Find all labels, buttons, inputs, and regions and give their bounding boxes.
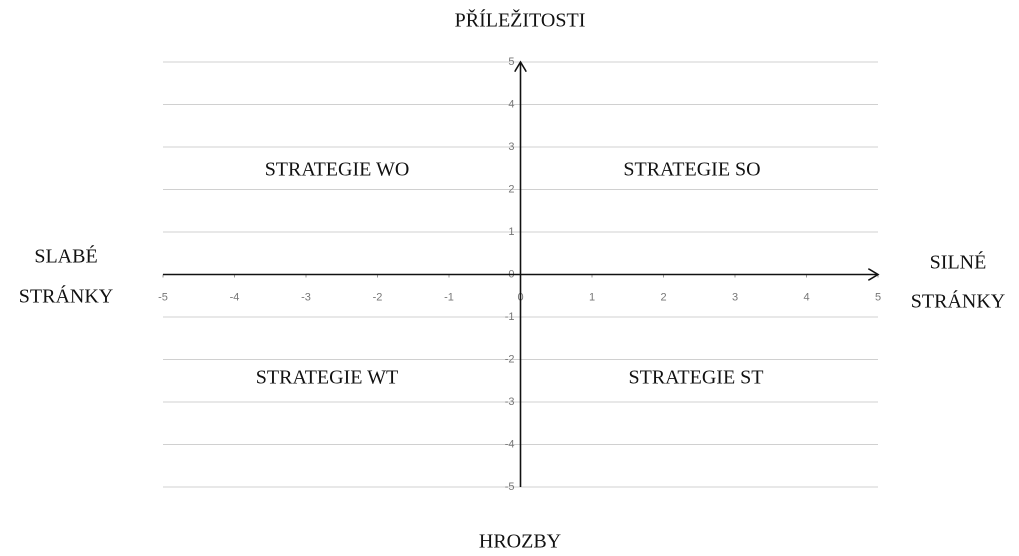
y-tick-label: 5 xyxy=(508,56,514,68)
x-tick-label: -1 xyxy=(444,291,454,303)
y-tick-label: -3 xyxy=(505,396,515,408)
bottom-label: HROZBY xyxy=(479,531,561,553)
x-tick-label: -3 xyxy=(301,291,311,303)
x-tick-label: -2 xyxy=(373,291,383,303)
x-tick-label: 5 xyxy=(875,291,881,303)
x-tick-label: 1 xyxy=(589,291,595,303)
left-label: STRÁNKY xyxy=(19,285,113,308)
x-tick-label: -5 xyxy=(158,291,168,303)
left-label: SLABÉ xyxy=(34,245,97,268)
x-tick-label: 2 xyxy=(660,291,666,303)
y-tick-label: 1 xyxy=(508,226,514,238)
quadrant-label: STRATEGIE WT xyxy=(256,367,398,389)
quadrant-label: STRATEGIE SO xyxy=(623,159,760,181)
x-tick-label: 3 xyxy=(732,291,738,303)
right-label: SILNÉ xyxy=(930,251,987,274)
y-tick-label: 2 xyxy=(508,183,514,195)
y-tick-label: -4 xyxy=(505,438,515,450)
y-tick-label: -1 xyxy=(505,311,515,323)
y-tick-label: -2 xyxy=(505,353,515,365)
quadrant-label: STRATEGIE ST xyxy=(629,367,764,389)
quadrant-label: STRATEGIE WO xyxy=(265,159,410,181)
y-tick-label: 3 xyxy=(508,141,514,153)
x-tick-label: 4 xyxy=(803,291,809,303)
y-tick-label: 4 xyxy=(508,98,514,110)
x-tick-label: -4 xyxy=(230,291,240,303)
y-tick-label: -5 xyxy=(505,481,515,493)
top-label: PŘÍLEŽITOSTI xyxy=(455,9,586,32)
right-label: STRÁNKY xyxy=(911,290,1005,313)
